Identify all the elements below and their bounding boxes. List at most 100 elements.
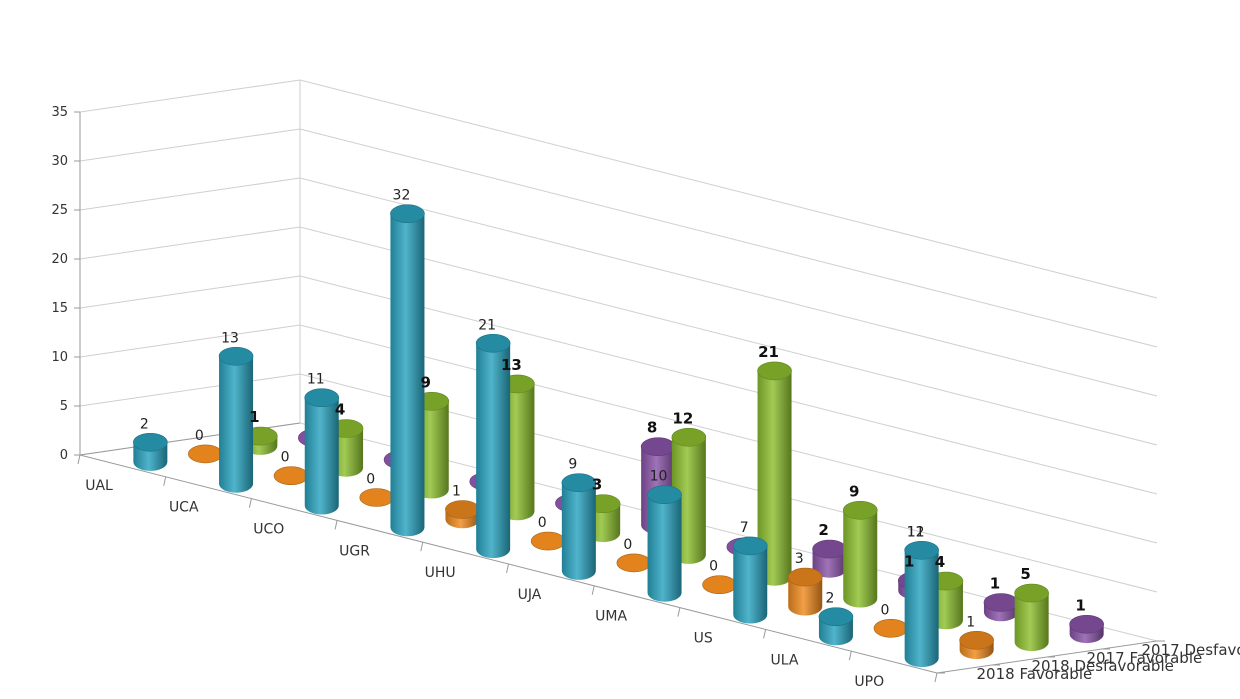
category-label: UCA (169, 500, 199, 516)
bar-body (733, 545, 768, 624)
bar-top (842, 500, 878, 520)
data-label: 0 (880, 602, 889, 618)
data-label: 0 (281, 450, 290, 466)
bar-body (904, 550, 939, 668)
bar-top (757, 361, 792, 381)
bar-top (218, 346, 254, 366)
data-label: 3 (592, 476, 602, 494)
data-label: 1 (1075, 596, 1085, 614)
bar-body (1014, 593, 1049, 652)
bar-2018-desfavorable-upo (959, 630, 994, 660)
bar-top (616, 553, 652, 573)
bar-top (702, 575, 737, 595)
data-label: 3 (795, 551, 804, 567)
category-label: UCO (253, 522, 284, 538)
data-label: 11 (907, 524, 925, 540)
bar-body (219, 356, 254, 493)
bar-body (788, 577, 823, 616)
category-tick (420, 542, 424, 552)
data-label: 2 (140, 416, 149, 432)
y-tick-label: 10 (51, 350, 68, 365)
series-label: 2018 Desfavorable (1032, 657, 1174, 675)
chart-walls (79, 79, 1158, 642)
data-label: 10 (650, 469, 668, 485)
data-label: 4 (335, 401, 345, 419)
data-label: 9 (568, 457, 577, 473)
bar-body (843, 510, 878, 608)
data-label: 21 (758, 343, 779, 361)
bar-2018-favorable-uca (218, 346, 254, 493)
bar-2018-favorable-ual (133, 432, 168, 471)
bar-top (787, 567, 823, 587)
bars (133, 204, 1104, 668)
data-label: 9 (421, 373, 431, 391)
bar-2018-favorable-upo (904, 540, 939, 668)
data-label: 32 (393, 188, 411, 204)
bar-top (188, 444, 223, 464)
bar-2018-desfavorable-ugr (445, 500, 480, 529)
category-label: ULA (770, 652, 798, 668)
bar-top (390, 204, 425, 223)
bar-2017-desfavorable-ula (983, 593, 1019, 622)
data-label: 8 (647, 419, 657, 437)
data-label: 12 (672, 409, 693, 427)
bar-2018-desfavorable-uca (273, 466, 309, 486)
bar-2017-desfavorable-upo (1069, 614, 1104, 644)
bar-body (757, 370, 792, 586)
bar-2018-desfavorable-uja (616, 553, 652, 573)
gridline (79, 79, 1158, 299)
bar-top (818, 607, 854, 627)
data-label: 13 (221, 330, 239, 346)
data-label: 1 (452, 484, 461, 500)
y-tick-label: 30 (51, 154, 68, 169)
bar-2018-favorable-uhu (475, 333, 511, 559)
bar-2018-favorable-uco (304, 388, 340, 515)
bar-top (671, 427, 707, 447)
data-label: 13 (501, 356, 522, 374)
category-tick (163, 476, 167, 486)
data-label: 11 (307, 372, 325, 388)
bar-top (1014, 583, 1049, 603)
category-tick (934, 672, 938, 683)
data-label: 0 (195, 428, 204, 444)
y-axis: 0 5 10 15 20 25 30 35 (51, 105, 81, 463)
data-label: 1 (904, 553, 914, 571)
bar-top (445, 500, 480, 519)
y-tick-label: 20 (51, 252, 68, 267)
data-label: 1 (966, 614, 975, 630)
bar-2018-desfavorable-us (787, 567, 823, 616)
bar-2018-favorable-uja (561, 473, 597, 580)
bar-top (1069, 614, 1104, 634)
category-label: UAL (85, 478, 113, 494)
series-label: 2017 Favorable (1087, 649, 1203, 667)
category-tick (848, 651, 852, 661)
data-label: 9 (849, 482, 859, 500)
category-tick (334, 520, 338, 530)
bar-top (133, 432, 168, 452)
category-label: UJA (518, 587, 542, 603)
bar-2017-favorable-upo (1014, 583, 1049, 652)
bar-2018-desfavorable-uhu (530, 531, 566, 551)
bar-2017-desfavorable-uma (812, 539, 847, 578)
data-label: 12 (907, 524, 925, 540)
data-label: 1 (990, 575, 1000, 593)
category-tick (248, 498, 252, 508)
category-tick (763, 629, 767, 639)
bar-2018-desfavorable-uma (702, 575, 737, 595)
data-label: 5 (1020, 565, 1030, 583)
y-tick-label: 15 (51, 301, 68, 316)
category-label: UPO (854, 674, 884, 690)
bar-body (304, 397, 339, 515)
bar-2018-favorable-uma (647, 485, 682, 602)
bar-top (647, 485, 682, 505)
bar-top (873, 618, 909, 638)
data-label: 2 (818, 521, 828, 539)
data-label: 0 (623, 537, 632, 553)
series-label: 2017 Desfavorable (1142, 641, 1240, 659)
y-tick-label: 25 (51, 203, 68, 218)
bar-top (359, 488, 395, 507)
y-tick-label: 35 (51, 105, 68, 120)
bar-2018-favorable-ula (818, 607, 854, 646)
